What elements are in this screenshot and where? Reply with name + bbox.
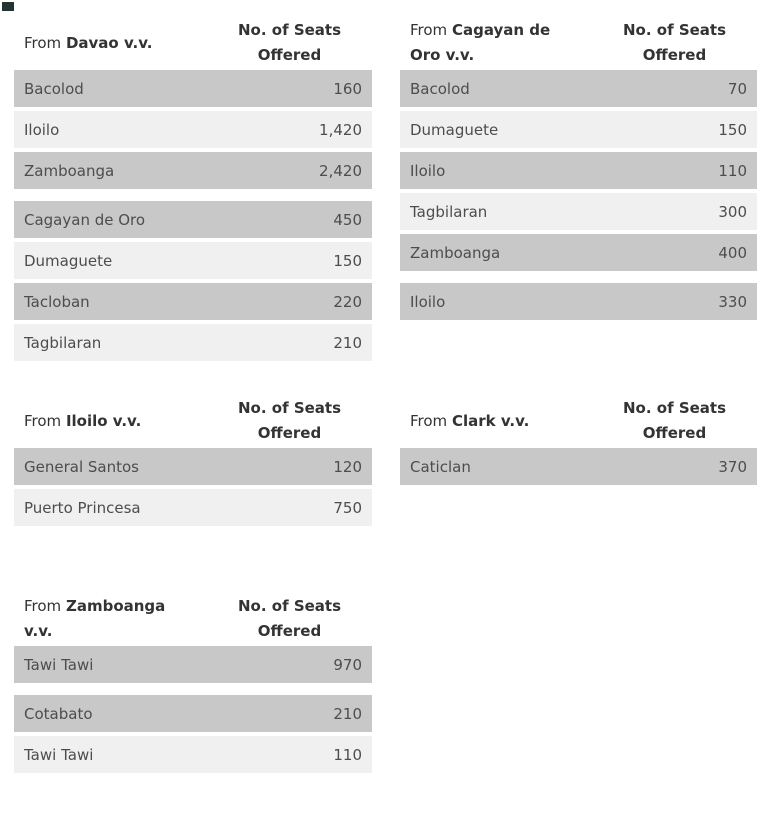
table-row: Tagbilaran 210 (14, 324, 372, 361)
destination-cell: Tacloban (24, 292, 90, 311)
seats-cell: 220 (333, 292, 362, 311)
destination-cell: Zamboanga (410, 243, 501, 262)
table-from-iloilo: From Iloilo v.v. No. of Seats Offered Ge… (14, 396, 372, 530)
seats-cell: 370 (718, 457, 747, 476)
destination-cell: Iloilo (24, 120, 60, 139)
table-row: Iloilo 330 (400, 283, 757, 320)
table-row: Tagbilaran 300 (400, 193, 757, 230)
destination-cell: Bacolod (410, 79, 470, 98)
table-row: General Santos 120 (14, 448, 372, 485)
table-row: Tawi Tawi 970 (14, 646, 372, 683)
seats-cell: 2,420 (319, 161, 362, 180)
seats-cell: 70 (727, 79, 747, 98)
table-from-cagayan-de-oro: From Cagayan de Oro v.v. No. of Seats Of… (400, 18, 757, 324)
row-group: Cagayan de Oro 450 Dumaguete 150 Tacloban 2… (14, 201, 372, 361)
table-row: Zamboanga 400 (400, 234, 757, 271)
table-title: From Cagayan de Oro v.v. (400, 18, 592, 68)
seats-cell: 450 (333, 210, 362, 229)
row-group: Tawi Tawi 970 (14, 646, 372, 683)
table-header: From Zamboanga v.v. No. of Seats Offered (14, 594, 372, 644)
row-group: General Santos 120 Puerto Princesa 750 (14, 448, 372, 526)
seats-column-header: No. of Seats Offered (237, 399, 342, 442)
table-row: Cagayan de Oro 450 (14, 201, 372, 238)
destination-cell: Cotabato (24, 704, 93, 723)
table-row: Iloilo 1,420 (14, 111, 372, 148)
table-title-route: Cagayan de Oro v.v. (410, 21, 551, 64)
seats-cell: 150 (718, 120, 747, 139)
table-header: From Cagayan de Oro v.v. No. of Seats Of… (400, 18, 757, 68)
table-title: From Clark v.v. (400, 409, 592, 434)
table-title-route: Zamboanga v.v. (24, 597, 166, 640)
table-title-prefix: From (410, 411, 448, 430)
table-row: Bacolod 70 (400, 70, 757, 107)
seats-column-header: No. of Seats Offered (622, 21, 727, 64)
seats-cell: 110 (718, 161, 747, 180)
seats-cell: 330 (718, 292, 747, 311)
row-group: Caticlan 370 (400, 448, 757, 485)
destination-cell: Iloilo (410, 161, 446, 180)
table-from-zamboanga: From Zamboanga v.v. No. of Seats Offered… (14, 594, 372, 777)
table-from-davao: From Davao v.v. No. of Seats Offered Bac… (14, 18, 372, 365)
destination-cell: Tawi Tawi (24, 745, 94, 764)
row-group: Iloilo 330 (400, 283, 757, 320)
row-group: Bacolod 70 Dumaguete 150 Iloilo 110 Tagbila… (400, 70, 757, 271)
table-row: Dumaguete 150 (400, 111, 757, 148)
table-row: Iloilo 110 (400, 152, 757, 189)
seats-cell: 150 (333, 251, 362, 270)
row-group: Cotabato 210 Tawi Tawi 110 (14, 695, 372, 773)
destination-cell: Cagayan de Oro (24, 210, 146, 229)
seats-column-header: No. of Seats Offered (622, 399, 727, 442)
destination-cell: Bacolod (24, 79, 84, 98)
table-header: From Clark v.v. No. of Seats Offered (400, 396, 757, 446)
destination-cell: Iloilo (410, 292, 446, 311)
table-title-prefix: From (24, 411, 62, 430)
destination-cell: Dumaguete (410, 120, 499, 139)
seats-cell: 970 (333, 655, 362, 674)
destination-cell: Tagbilaran (24, 333, 102, 352)
seats-cell: 210 (333, 704, 362, 723)
corner-mark (2, 2, 14, 11)
table-row: Cotabato 210 (14, 695, 372, 732)
seats-cell: 160 (333, 79, 362, 98)
table-row: Zamboanga 2,420 (14, 152, 372, 189)
table-from-clark: From Clark v.v. No. of Seats Offered Cat… (400, 396, 757, 489)
destination-cell: Puerto Princesa (24, 498, 141, 517)
destination-cell: Tawi Tawi (24, 655, 94, 674)
destination-cell: Caticlan (410, 457, 471, 476)
seats-cell: 210 (333, 333, 362, 352)
table-row: Tawi Tawi 110 (14, 736, 372, 773)
destination-cell: Tagbilaran (410, 202, 488, 221)
seats-cell: 300 (718, 202, 747, 221)
table-row: Dumaguete 150 (14, 242, 372, 279)
table-header: From Davao v.v. No. of Seats Offered (14, 18, 372, 68)
table-title-prefix: From (24, 597, 62, 616)
table-title-route: Davao v.v. (65, 33, 153, 52)
destination-cell: Dumaguete (24, 251, 113, 270)
table-title-prefix: From (410, 21, 448, 40)
seats-cell: 1,420 (319, 120, 362, 139)
table-row: Puerto Princesa 750 (14, 489, 372, 526)
table-title-prefix: From (24, 33, 62, 52)
table-row: Tacloban 220 (14, 283, 372, 320)
table-header: From Iloilo v.v. No. of Seats Offered (14, 396, 372, 446)
table-row: Caticlan 370 (400, 448, 757, 485)
destination-cell: Zamboanga (24, 161, 115, 180)
row-group: Bacolod 160 Iloilo 1,420 Zamboanga 2,420 (14, 70, 372, 189)
table-title-route: Iloilo v.v. (65, 411, 142, 430)
table-title: From Davao v.v. (14, 31, 207, 56)
seats-cell: 110 (333, 745, 362, 764)
seats-cell: 120 (333, 457, 362, 476)
seats-cell: 750 (333, 498, 362, 517)
table-title: From Iloilo v.v. (14, 409, 207, 434)
table-title-route: Clark v.v. (451, 411, 530, 430)
seats-cell: 400 (718, 243, 747, 262)
destination-cell: General Santos (24, 457, 139, 476)
table-title: From Zamboanga v.v. (14, 594, 207, 644)
seats-column-header: No. of Seats Offered (237, 21, 342, 64)
seats-column-header: No. of Seats Offered (237, 597, 342, 640)
table-row: Bacolod 160 (14, 70, 372, 107)
